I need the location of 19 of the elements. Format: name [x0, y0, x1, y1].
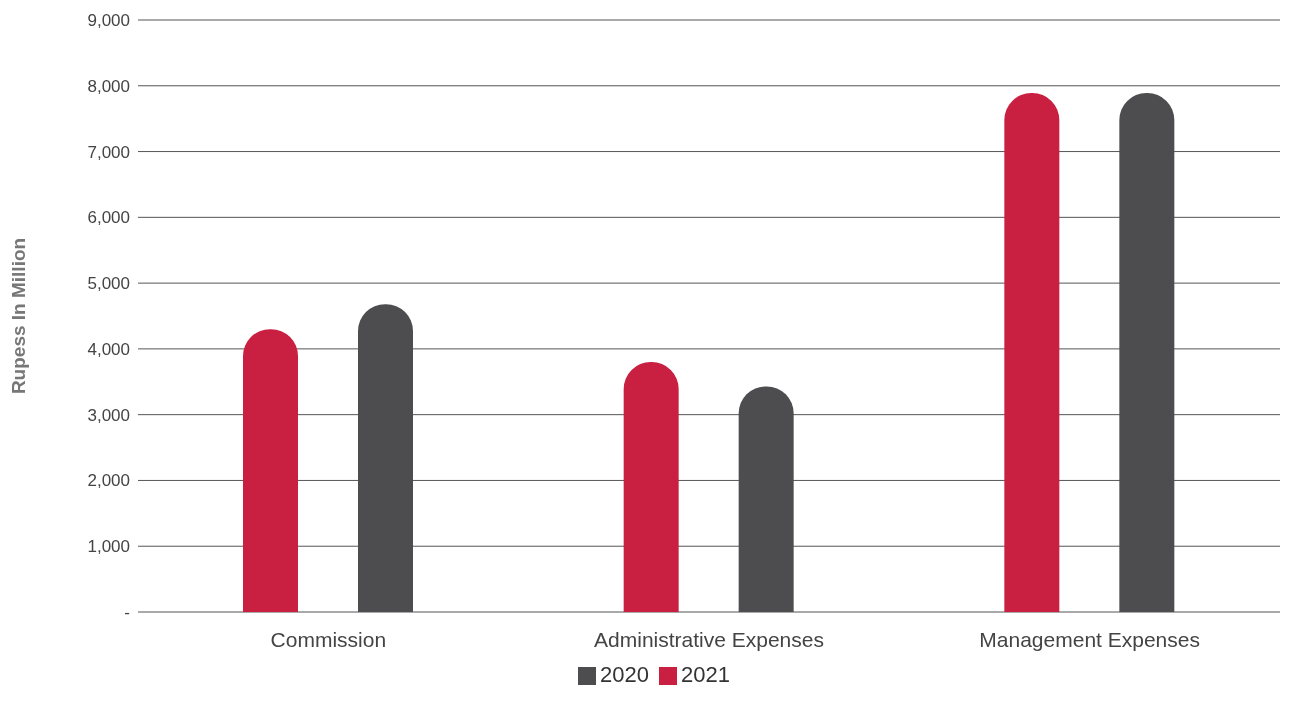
- y-tick-label: 1,000: [87, 537, 130, 557]
- y-tick-label: -: [124, 603, 130, 623]
- y-tick-label: 4,000: [87, 339, 130, 359]
- y-tick-label: 9,000: [87, 11, 130, 31]
- x-tick-label: Administrative Expenses: [594, 627, 824, 651]
- legend-label: 2021: [681, 662, 730, 687]
- x-tick-label: Management Expenses: [979, 627, 1200, 651]
- y-tick-label: 5,000: [87, 274, 130, 294]
- y-tick-label: 8,000: [87, 76, 130, 96]
- bar: [1004, 93, 1060, 612]
- x-tick-label: Commission: [270, 627, 387, 651]
- bar: [623, 362, 679, 612]
- y-tick-label: 7,000: [87, 142, 130, 162]
- y-axis-title: Rupess In Million: [7, 237, 29, 395]
- y-tick-label: 2,000: [87, 471, 130, 491]
- y-tick-label: 6,000: [87, 208, 130, 228]
- legend-label: 2020: [600, 662, 649, 687]
- bar: [243, 329, 298, 612]
- y-tick-label: 3,000: [87, 405, 130, 425]
